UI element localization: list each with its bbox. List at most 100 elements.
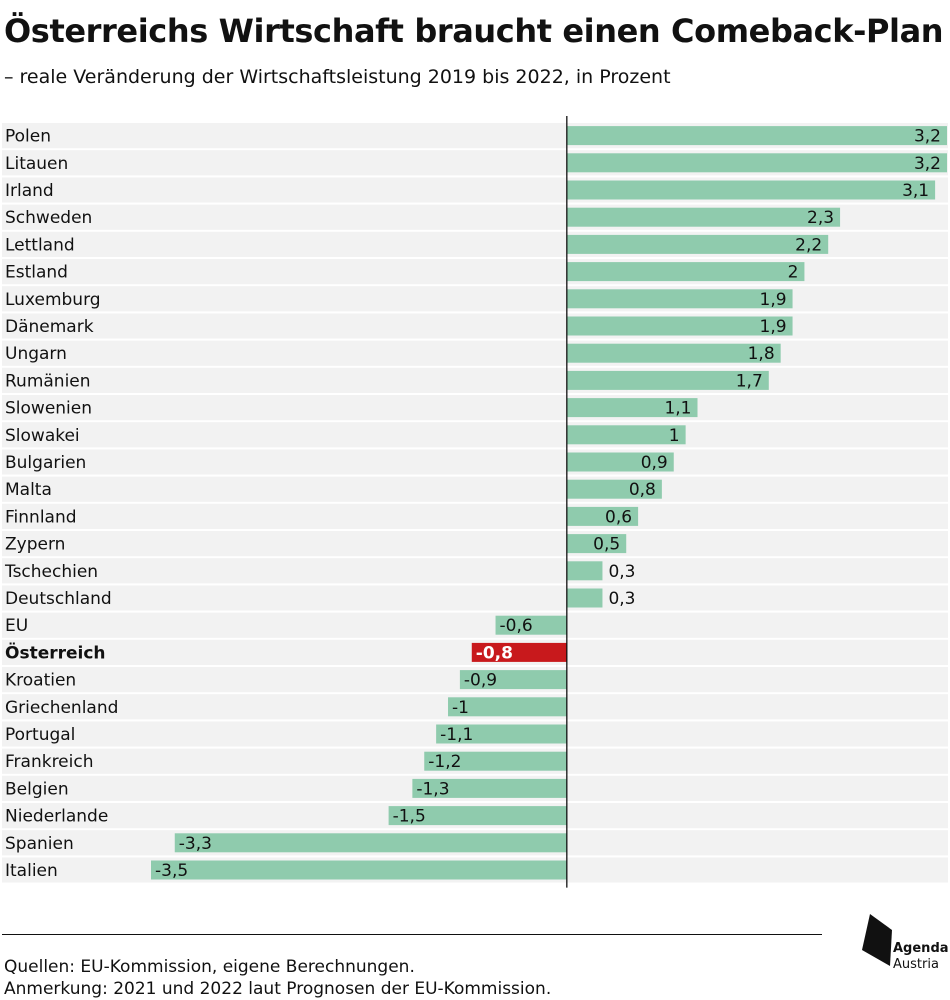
data-label: 3,2 [914, 154, 941, 174]
bar [495, 615, 567, 635]
bar [566, 425, 686, 445]
row-band [2, 449, 948, 475]
bar-chart: Polen 3,2 Litauen 3,2 Irland 3,1 Schweden 2,3 Le… [2, 116, 948, 888]
row-band [2, 340, 948, 366]
data-label: 3,1 [902, 181, 929, 201]
category-label: Dänemark [5, 317, 94, 337]
category-label: Deutschland [5, 589, 112, 609]
category-label: Ungarn [5, 344, 67, 364]
category-label: Österreich [5, 641, 106, 663]
data-label: -1 [452, 698, 469, 718]
chart-subtitle: – reale Veränderung der Wirtschaftsleist… [4, 66, 671, 88]
logo-text-agenda: Agenda [893, 941, 949, 956]
data-label: -0,6 [500, 616, 533, 636]
logo-text-austria: Austria [893, 957, 939, 972]
category-label: Rumänien [5, 371, 91, 391]
category-label: Estland [5, 263, 68, 283]
category-label: Belgien [5, 779, 69, 799]
category-label: Bulgarien [5, 453, 86, 473]
row-band [2, 476, 948, 502]
data-label: -1,3 [416, 779, 449, 799]
logo-mark-icon [862, 914, 892, 966]
bar-highlight [471, 642, 567, 662]
chart-title: Österreichs Wirtschaft braucht einen Com… [4, 12, 944, 50]
category-label: Italien [5, 861, 58, 881]
row-band [2, 612, 948, 638]
bar [388, 806, 567, 826]
bar [566, 343, 781, 363]
data-label: 1,7 [736, 371, 763, 391]
data-label: 1,9 [760, 317, 787, 337]
data-label: -1,1 [440, 725, 473, 745]
annotation-note: Anmerkung: 2021 und 2022 laut Prognosen … [4, 979, 552, 999]
bar [412, 778, 567, 798]
category-label: EU [5, 616, 28, 636]
bar [566, 452, 674, 472]
bar [151, 860, 567, 880]
category-label: Slowakei [5, 426, 80, 446]
data-label: -3,3 [179, 834, 212, 854]
row-band [2, 395, 948, 421]
category-label: Slowenien [5, 399, 92, 419]
row-band [2, 558, 948, 584]
data-label: 3,2 [914, 127, 941, 147]
category-label: Tschechien [4, 562, 98, 582]
data-label: -1,5 [393, 807, 426, 827]
data-label: -1,2 [428, 752, 461, 772]
category-label: Schweden [5, 208, 92, 228]
category-label: Irland [5, 181, 54, 201]
row-band [2, 313, 948, 339]
data-label: 0,5 [593, 535, 620, 555]
category-label: Lettland [5, 235, 75, 255]
category-label: Polen [5, 127, 51, 147]
bar [424, 751, 567, 771]
category-label: Litauen [5, 154, 68, 174]
bar [174, 833, 567, 853]
row-band [2, 367, 948, 393]
category-label: Finnland [5, 507, 77, 527]
bar [566, 534, 627, 554]
data-label: 1,8 [748, 344, 775, 364]
data-label: 1,1 [664, 399, 691, 419]
footer-notes: Quellen: EU-Kommission, eigene Berechnun… [4, 956, 551, 1000]
bar [566, 316, 793, 336]
bar [448, 697, 567, 717]
bar [566, 506, 639, 526]
data-label: 0,3 [608, 589, 635, 609]
bar [566, 370, 769, 390]
bar [566, 398, 698, 418]
category-label: Spanien [5, 834, 74, 854]
data-label: 0,9 [641, 453, 668, 473]
row-band [2, 259, 948, 285]
bar [566, 153, 947, 173]
category-label: Frankreich [5, 752, 94, 772]
bar [566, 561, 603, 581]
data-label: 0,8 [629, 480, 656, 500]
row-band [2, 503, 948, 529]
data-label: 0,3 [608, 562, 635, 582]
data-label: -0,8 [476, 643, 513, 663]
footer-divider [2, 934, 822, 935]
category-label: Kroatien [5, 671, 76, 691]
category-label: Luxemburg [5, 290, 101, 310]
row-band [2, 585, 948, 611]
bar [566, 234, 829, 254]
category-label: Niederlande [5, 807, 108, 827]
data-label: -0,9 [464, 671, 497, 691]
data-label: 2,2 [795, 235, 822, 255]
row-band [2, 422, 948, 448]
bar [566, 289, 793, 309]
row-band [2, 531, 948, 557]
bar [566, 207, 841, 227]
data-label: 2,3 [807, 208, 834, 228]
category-label: Portugal [5, 725, 75, 745]
row-band [2, 286, 948, 312]
bar [566, 588, 603, 608]
category-label: Zypern [5, 535, 65, 555]
category-label: Griechenland [5, 698, 118, 718]
data-label: 1 [669, 426, 680, 446]
bar [566, 262, 805, 282]
data-label: -3,5 [155, 861, 188, 881]
bar [459, 670, 567, 690]
bar [436, 724, 567, 744]
